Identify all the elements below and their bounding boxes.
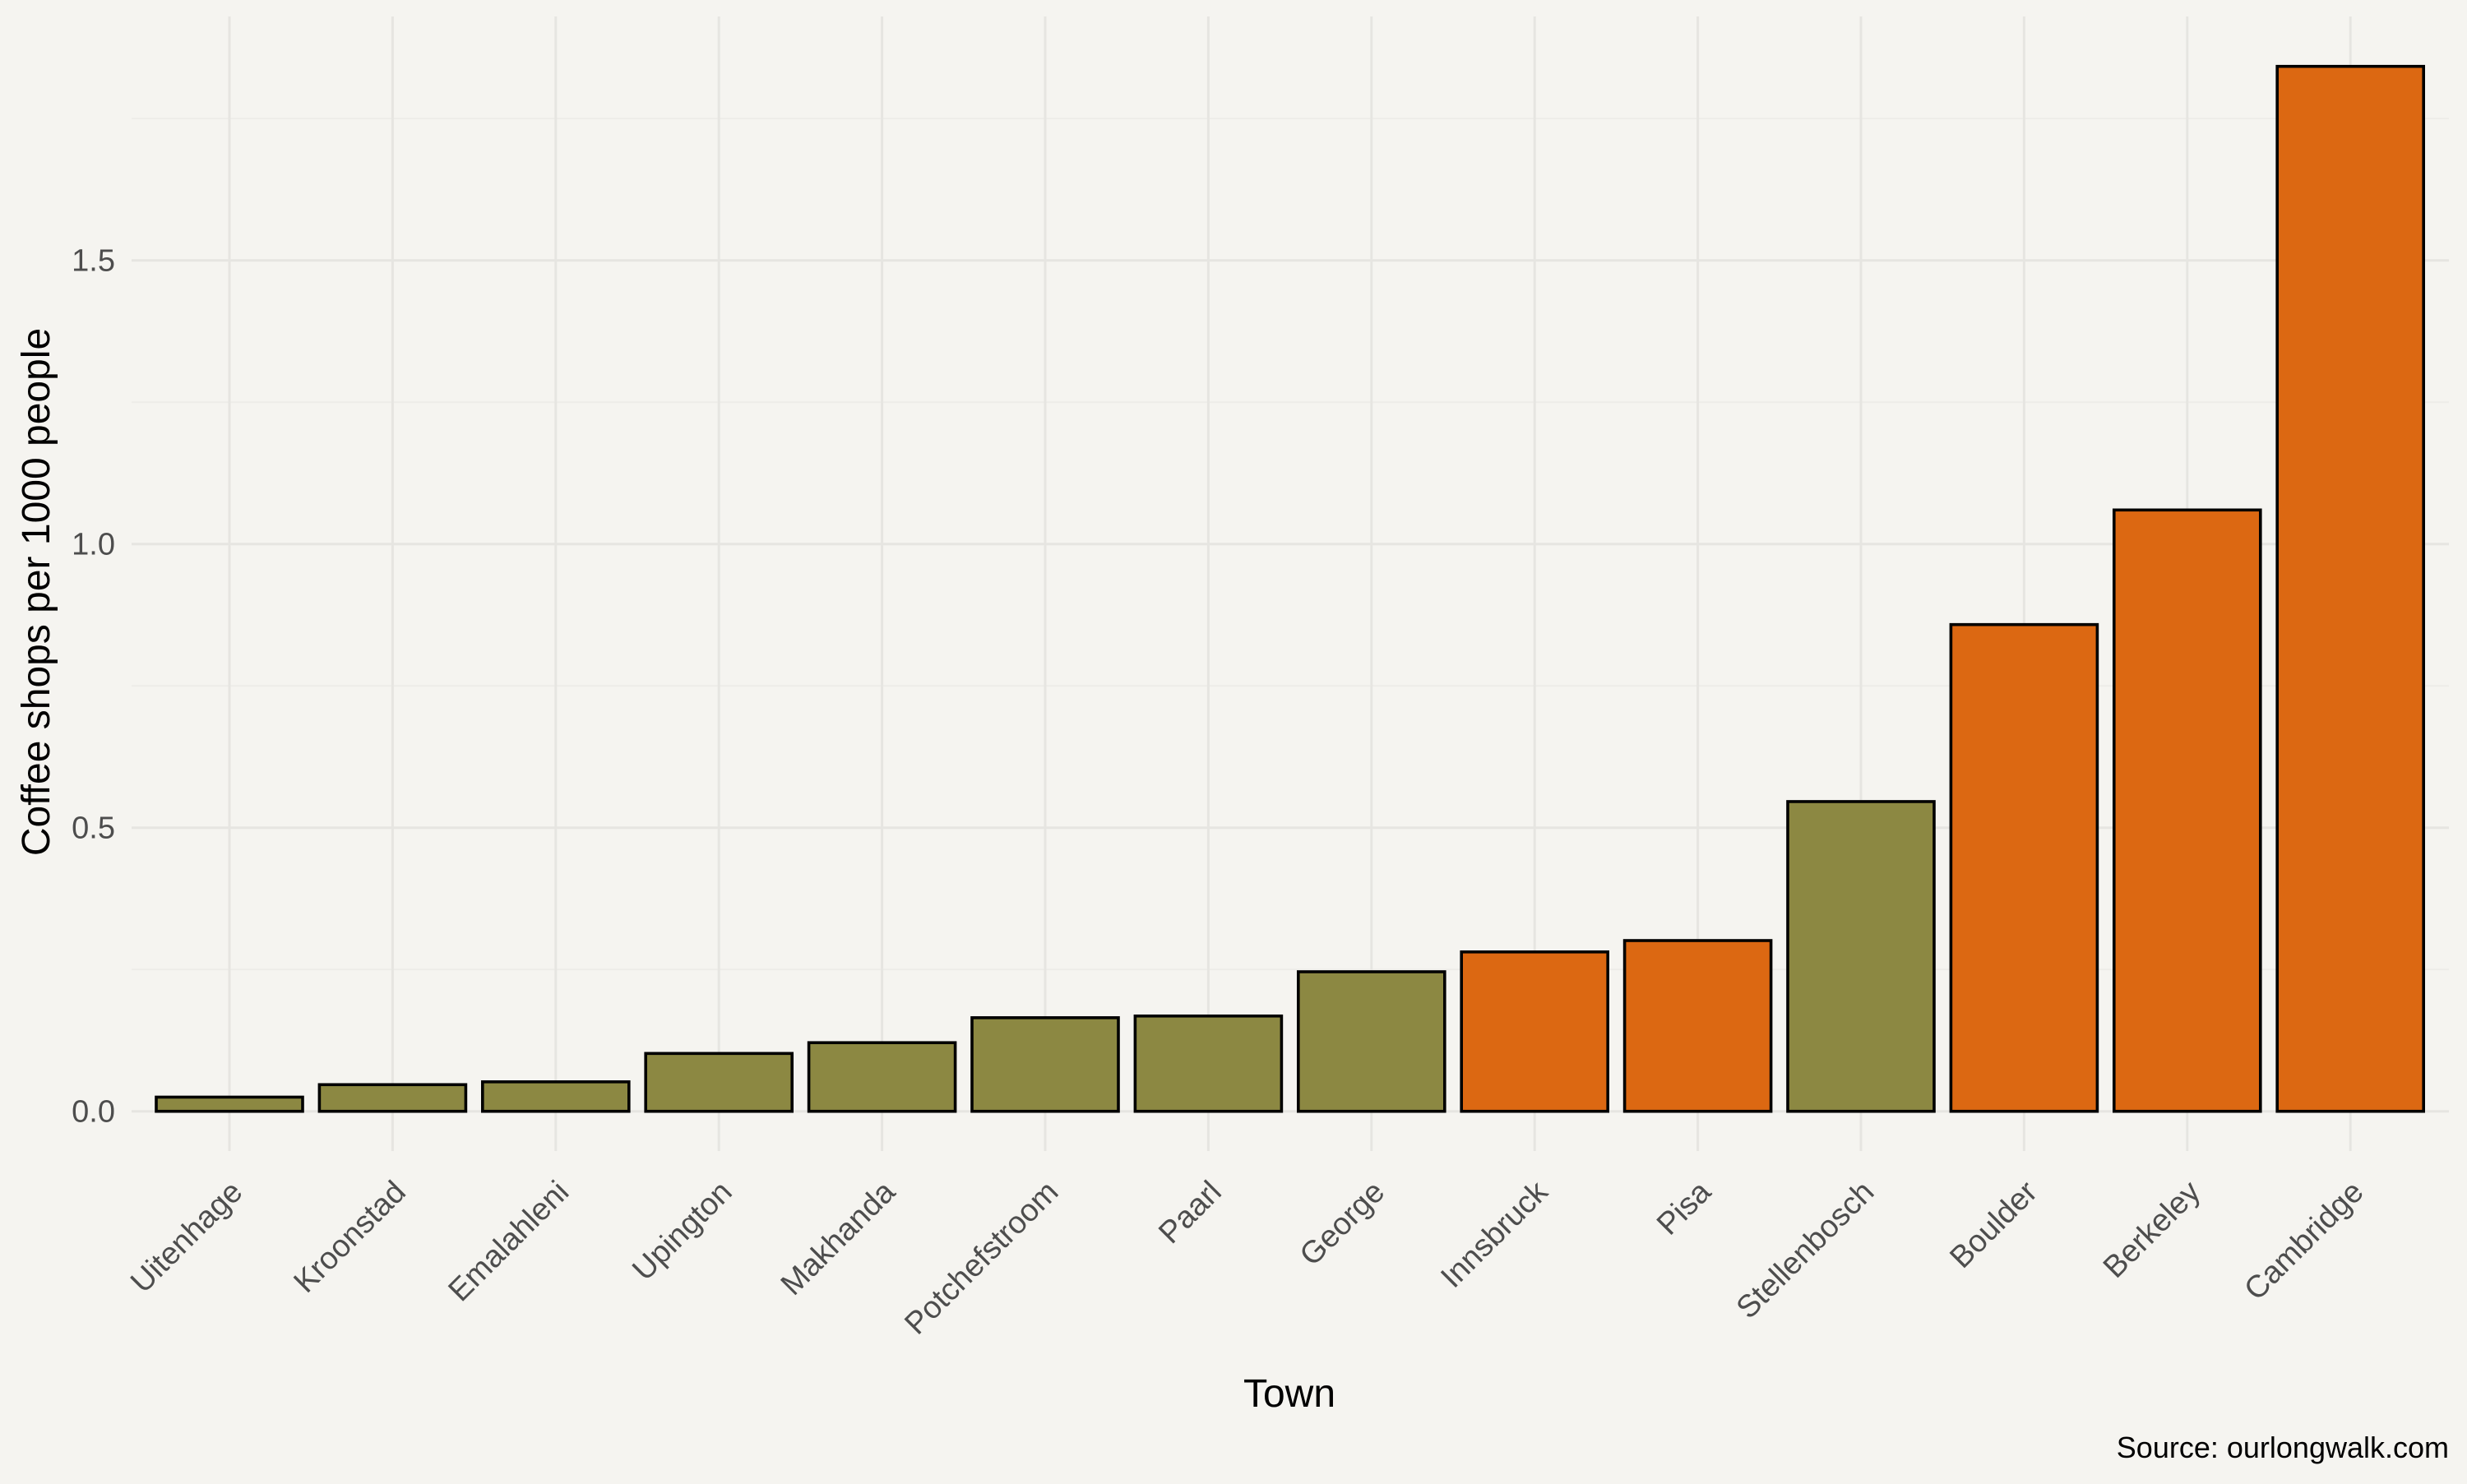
x-axis-title: Town: [1243, 1372, 1335, 1416]
bar-emalahleni: [480, 1080, 631, 1113]
source-caption: Source: ourlongwalk.com: [2117, 1431, 2449, 1464]
bar-paarl: [1133, 1014, 1284, 1113]
bar-george: [1297, 970, 1446, 1113]
y-tick-label: 1.0: [72, 528, 115, 562]
bar-cambridge: [2275, 64, 2425, 1113]
y-tick-label: 1.5: [72, 244, 115, 279]
y-tick-label: 0.0: [72, 1095, 115, 1130]
bars: [155, 64, 2425, 1113]
bar-upington: [644, 1052, 794, 1113]
bar-innsbruck: [1460, 950, 1609, 1113]
y-axis-title: Coffee shops per 1000 people: [15, 328, 58, 856]
bar-makhanda: [807, 1041, 957, 1113]
bar-berkeley: [2113, 508, 2262, 1113]
bar-uitenhage: [155, 1095, 304, 1113]
y-tick-label: 0.5: [72, 811, 115, 846]
bar-potchefstroom: [970, 1016, 1120, 1113]
y-axis-ticks: 0.0 0.5 1.0 1.5: [72, 244, 115, 1130]
bar-pisa: [1622, 939, 1773, 1113]
bar-kroonstad: [317, 1083, 468, 1113]
bar-boulder: [1949, 622, 2099, 1113]
bar-stellenbosch: [1786, 800, 1936, 1113]
